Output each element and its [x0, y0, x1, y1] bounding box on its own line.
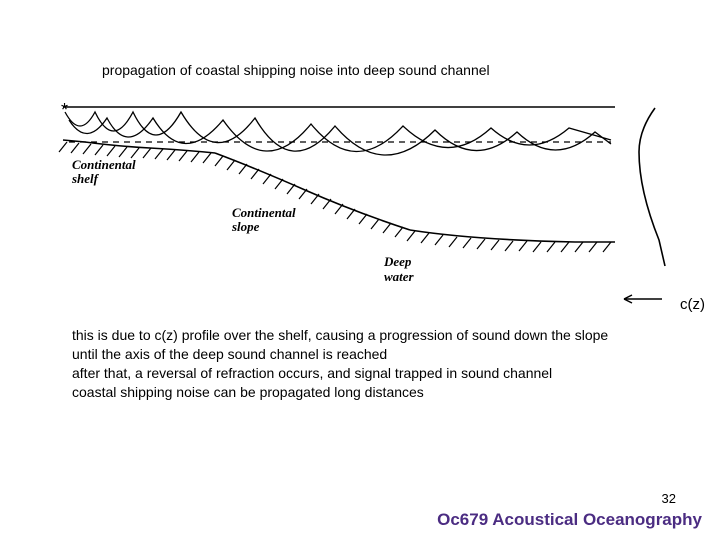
slide-title: propagation of coastal shipping noise in…	[102, 62, 490, 78]
label-deep-water: Deep water	[384, 255, 414, 285]
body-l4: coastal shipping noise can be propagated…	[72, 383, 682, 402]
body-l1: this is due to c(z) profile over the she…	[72, 326, 682, 345]
label-continental-slope: Continental slope	[232, 206, 296, 235]
slide-number: 32	[662, 491, 676, 506]
body-text: this is due to c(z) profile over the she…	[72, 326, 682, 402]
propagation-diagram: *	[55, 90, 685, 290]
cz-label: c(z)	[680, 296, 705, 313]
label-shelf-l1: Continental	[72, 157, 136, 172]
label-slope-l1: Continental	[232, 205, 296, 220]
label-deep-l2: water	[384, 269, 414, 284]
label-continental-shelf: Continental shelf	[72, 158, 136, 187]
footer-text: Oc679 Acoustical Oceanography	[437, 510, 702, 530]
body-l3: after that, a reversal of refraction occ…	[72, 364, 682, 383]
svg-text:*: *	[61, 100, 68, 120]
label-deep-l1: Deep	[384, 254, 411, 269]
label-shelf-l2: shelf	[72, 171, 98, 186]
cz-arrow-icon	[616, 294, 664, 304]
label-slope-l2: slope	[232, 219, 259, 234]
body-l2: until the axis of the deep sound channel…	[72, 345, 682, 364]
